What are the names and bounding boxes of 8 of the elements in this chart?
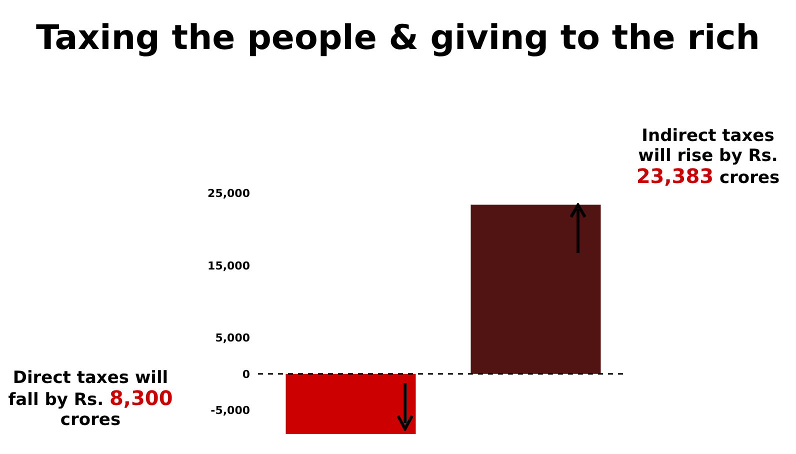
chart-title: Taxing the people & giving to the rich — [35, 18, 761, 58]
y-tick-label: 0 — [242, 368, 250, 381]
text: Direct taxes will fall by Rs. 8,300 crores — [8, 368, 173, 430]
text: Indirect taxes will rise by Rs. 23,383 crores — [636, 126, 780, 188]
y-tick-label: 25,000 — [208, 186, 250, 200]
y-tick-label: 15,000 — [208, 259, 250, 272]
y-tick-label: 5,000 — [215, 332, 250, 345]
y-tick-label: -5,000 — [210, 404, 250, 418]
